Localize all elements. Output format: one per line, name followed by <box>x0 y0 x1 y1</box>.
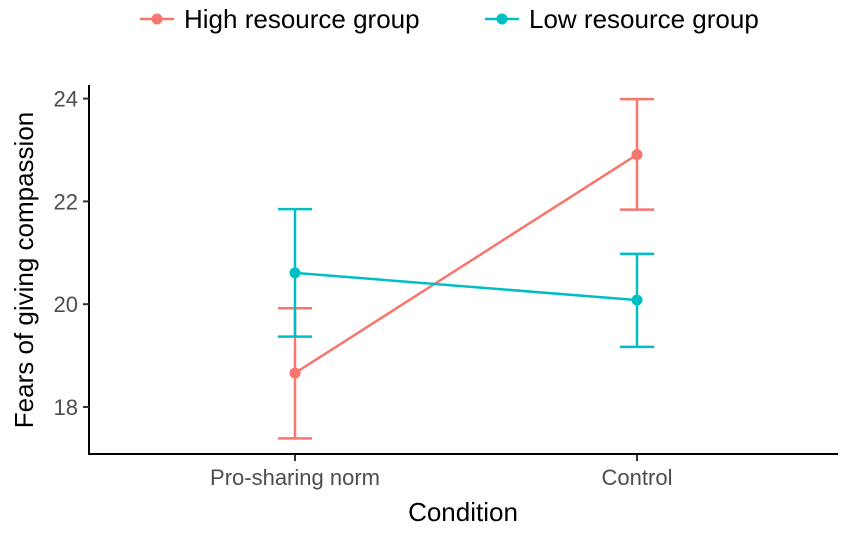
plot-area <box>278 97 654 440</box>
legend: High resource group Low resource group <box>140 4 759 34</box>
y-tick-label: 24 <box>54 87 78 112</box>
data-point <box>289 367 301 379</box>
y-axis-label: Fears of giving compassion <box>9 112 39 428</box>
y-tick-label: 20 <box>54 292 78 317</box>
data-point <box>289 267 301 279</box>
series-line <box>294 153 638 375</box>
axes: 18 20 22 24 Pro-sharing norm Control <box>54 87 673 490</box>
data-point <box>631 149 643 161</box>
y-tick-label: 18 <box>54 395 78 420</box>
legend-key-point <box>496 13 508 25</box>
y-tick-label: 22 <box>54 189 78 214</box>
legend-label: Low resource group <box>529 4 759 34</box>
x-tick-label: Pro-sharing norm <box>210 465 380 490</box>
x-axis-label: Condition <box>408 497 518 527</box>
x-tick-label: Control <box>602 465 673 490</box>
legend-label: High resource group <box>184 4 420 34</box>
legend-key-point <box>151 13 163 25</box>
data-point <box>631 294 643 306</box>
series-line <box>294 271 638 302</box>
